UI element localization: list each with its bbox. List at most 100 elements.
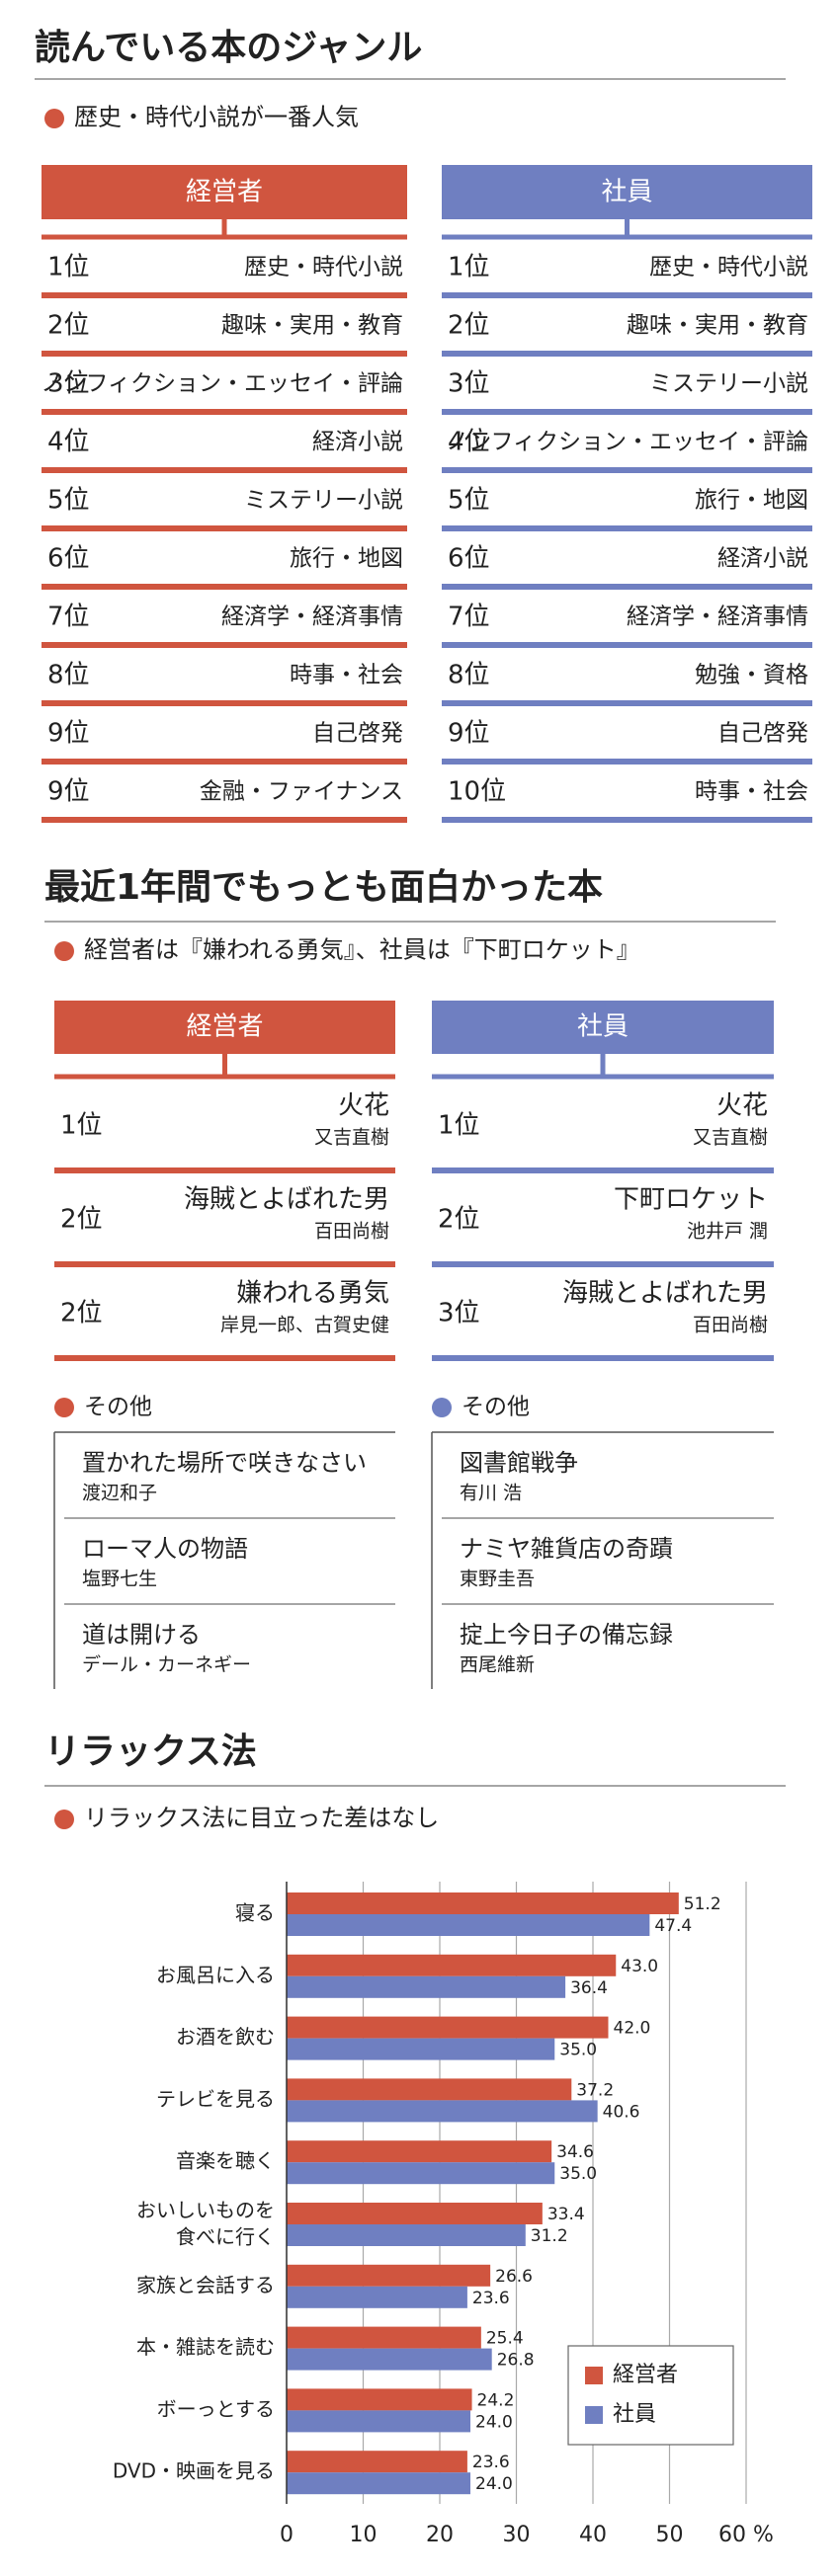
category-label: DVD・映画を見る [113, 2459, 275, 2483]
genre: 趣味・実用・教育 [221, 313, 403, 339]
bar [287, 2348, 492, 2371]
x-tick-label: 60 % [718, 2523, 774, 2547]
bar [287, 2388, 472, 2411]
rank: 5位 [47, 486, 90, 516]
category-label: お酒を飲む [176, 2025, 275, 2049]
rank: 10位 [448, 777, 506, 807]
rank: 5位 [448, 486, 490, 516]
table-header [54, 1001, 395, 1054]
author: 百田尚樹 [314, 1221, 389, 1243]
rank: 4位 [47, 428, 90, 457]
x-tick-label: 10 [350, 2523, 378, 2547]
bar [287, 2078, 572, 2101]
bullet [432, 1398, 452, 1417]
rank: 7位 [47, 603, 90, 632]
book-title: ナミヤ雑貨店の奇蹟 [460, 1535, 673, 1563]
category-label: 家族と会話する [136, 2273, 275, 2296]
book-title: 下町ロケット [614, 1185, 768, 1215]
bullet [54, 1398, 74, 1417]
bar [287, 2016, 609, 2039]
rank: 1位 [438, 1111, 480, 1141]
rank: 2位 [438, 1205, 480, 1235]
category-label: お風呂に入る [156, 1963, 275, 1986]
category-label: おいしいものを食べに行く [136, 2198, 275, 2248]
genre: 金融・ファイナンス [200, 779, 403, 805]
value-label: 26.8 [497, 2351, 535, 2371]
bar [287, 2140, 552, 2163]
legend-box [567, 2345, 734, 2446]
author: 百田尚樹 [693, 1315, 768, 1336]
bar [287, 2162, 555, 2185]
rank: 2位 [47, 311, 90, 341]
x-tick-label: 20 [426, 2523, 454, 2547]
value-label: 37.2 [576, 2080, 614, 2100]
category-label: 本・雑誌を読む [136, 2335, 275, 2359]
author: 池井戸 潤 [687, 1221, 768, 1243]
legend-swatch [585, 2367, 603, 2384]
value-label: 35.0 [559, 2164, 597, 2184]
value-label: 34.6 [556, 2142, 594, 2162]
value-label: 26.6 [495, 2267, 533, 2287]
legend-swatch [585, 2406, 603, 2424]
value-label: 36.4 [570, 1978, 608, 1998]
genre: 自己啓発 [717, 721, 808, 747]
author: デール・カーネギー [82, 1654, 251, 1676]
book-title: 火花 [716, 1091, 768, 1121]
x-tick-label: 50 [656, 2523, 684, 2547]
bar [287, 2264, 491, 2287]
author: 岸見一郎、古賀史健 [220, 1315, 389, 1336]
rank: 2位 [448, 311, 490, 341]
book-title: 掟上今日子の備忘録 [460, 1621, 673, 1649]
section-title: 読んでいる本のジャンル [35, 28, 422, 68]
author: 又吉直樹 [693, 1127, 768, 1149]
book-title: 図書館戦争 [460, 1449, 578, 1477]
header-label: 社員 [601, 178, 652, 207]
genre: 経済小説 [717, 546, 808, 572]
genre: 時事・社会 [695, 779, 808, 805]
bar [287, 2451, 467, 2473]
rank: 8位 [448, 661, 490, 690]
value-label: 42.0 [614, 2019, 651, 2039]
genre: ノンフィクション・エッセイ・評論 [446, 430, 808, 455]
genre: 経済小説 [312, 430, 403, 455]
rank: 3位 [448, 369, 490, 399]
bar [287, 1914, 650, 1936]
bullet [54, 941, 74, 961]
category-label: テレビを見る [156, 2087, 275, 2111]
bar [287, 1954, 617, 1976]
rank: 2位 [60, 1205, 103, 1235]
value-label: 43.0 [621, 1957, 658, 1976]
value-label: 35.0 [559, 2041, 597, 2060]
author: 東野圭吾 [460, 1569, 535, 1590]
book-title: 火花 [338, 1091, 389, 1121]
rank: 6位 [47, 544, 90, 574]
bullet [54, 1810, 74, 1829]
genre: 歴史・時代小説 [244, 255, 403, 281]
author: 有川 浩 [460, 1483, 522, 1504]
rank: 3位 [438, 1299, 480, 1328]
rank: 6位 [448, 544, 490, 574]
genre: 趣味・実用・教育 [627, 313, 808, 339]
x-tick-label: 0 [280, 2523, 294, 2547]
x-tick-label: 40 [579, 2523, 607, 2547]
bar [287, 2038, 555, 2060]
rank: 1位 [47, 253, 90, 282]
genre: ミステリー小説 [244, 488, 403, 514]
chart-title: リラックス法 [44, 1731, 257, 1772]
book-title: 海賊とよばれた男 [184, 1185, 389, 1215]
value-label: 24.0 [475, 2412, 513, 2432]
category-label: ボーっとする [157, 2397, 275, 2421]
value-label: 33.4 [547, 2205, 585, 2224]
value-label: 25.4 [486, 2329, 524, 2349]
header-label: 社員 [577, 1012, 629, 1042]
value-label: 23.6 [472, 2289, 510, 2308]
rank: 4位 [448, 428, 490, 457]
others-label: その他 [84, 1395, 152, 1420]
book-title: 嫌われる勇気 [236, 1279, 389, 1309]
genre: 歴史・時代小説 [649, 255, 808, 281]
genre: 勉強・資格 [695, 663, 808, 688]
rank: 1位 [448, 253, 490, 282]
bar [287, 2224, 526, 2246]
legend-label: 社員 [613, 2402, 656, 2427]
rank: 7位 [448, 603, 490, 632]
